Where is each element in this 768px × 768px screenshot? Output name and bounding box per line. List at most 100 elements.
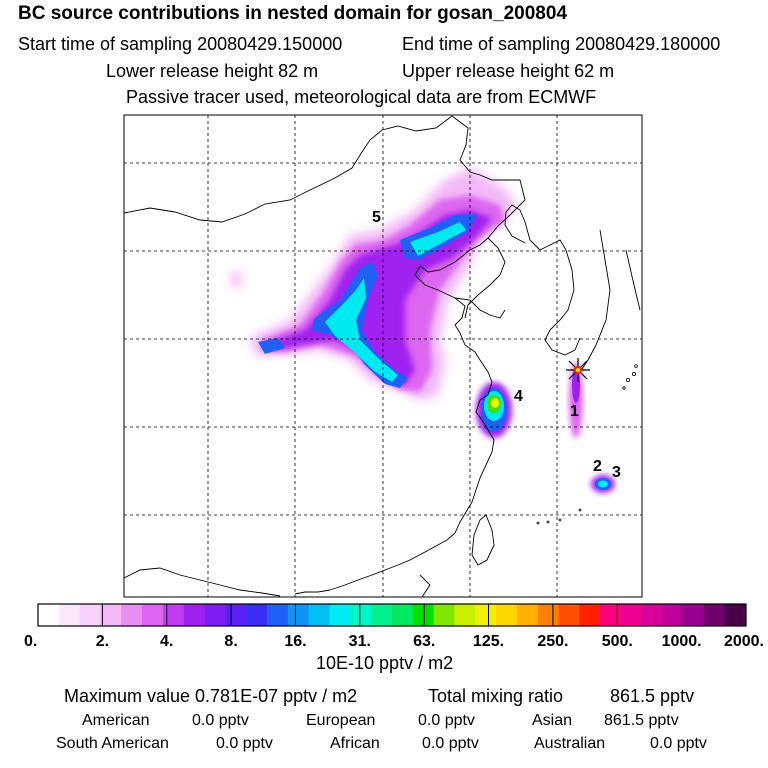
colorbar-tick-label: 1000.: [662, 633, 702, 650]
receptor-marker: [566, 358, 590, 382]
plume-core-north-cyan: [410, 222, 466, 256]
end-time-label: End time of sampling 20080429.180000: [402, 34, 721, 54]
receptor-center: [576, 368, 580, 372]
map-frame: [123, 114, 643, 598]
colorbar-tick-label: 2000.: [724, 633, 764, 650]
coast-japan: [625, 249, 641, 311]
gridlines: [124, 115, 642, 597]
island-dot: [634, 364, 638, 368]
colorbar-swatch: [621, 604, 643, 626]
island-hainan: [419, 574, 431, 597]
colorbar-swatch: [142, 604, 164, 626]
colorbar-swatch: [225, 604, 247, 626]
source-2-hotspot: [591, 475, 615, 493]
region-name: African: [330, 735, 380, 752]
colorbar: [37, 603, 747, 627]
island-dot: [578, 508, 582, 512]
island-taiwan: [471, 514, 495, 566]
colorbar-unit-label: 10E-10 pptv / m2: [316, 653, 454, 673]
colorbar-swatch: [204, 604, 226, 626]
colorbar-swatch: [683, 604, 705, 626]
region-value: 0.0 pptv: [192, 712, 249, 729]
colorbar-swatch: [433, 604, 455, 626]
coast-japan-sea: [579, 229, 611, 373]
source-label-4: 4: [514, 388, 523, 405]
colorbar-swatch: [162, 604, 185, 626]
colorbar-tick-labels: 0. 2. 4. 8. 16. 31. 63. 125. 250. 500. 1000. 2000.: [24, 633, 764, 650]
island-dot: [622, 386, 626, 390]
colorbar-swatch: [287, 604, 310, 626]
colorbar-swatch: [704, 604, 726, 626]
source-labels: 1 2 3 4 5: [372, 209, 621, 481]
region-name: South American: [56, 735, 169, 752]
colorbar-swatch: [537, 604, 559, 626]
colorbar-tick-label: 125.: [473, 633, 504, 650]
region-value: 0.0 pptv: [422, 735, 479, 752]
island-dot: [558, 518, 562, 522]
source-4-yellow: [491, 398, 499, 408]
plume-purple: [268, 210, 492, 385]
total-mixing-label: Total mixing ratio: [428, 686, 564, 706]
colorbar-tick-label: 31.: [349, 633, 371, 650]
islands: [536, 364, 638, 525]
coast-south: [294, 589, 331, 595]
colorbar-swatch: [246, 604, 268, 626]
colorbar-tick-label: 63.: [413, 633, 435, 650]
colorbar-swatch: [308, 604, 330, 626]
region-name: Asian: [532, 712, 573, 729]
colorbar-tick-label: 0.: [24, 633, 37, 650]
colorbar-tick-label: 500.: [602, 633, 633, 650]
colorbar-tick-label: 4.: [160, 633, 173, 650]
source-label-1: 1: [570, 403, 579, 420]
region-value: 0.0 pptv: [650, 735, 707, 752]
colorbar-swatch: [579, 604, 601, 626]
island-dot: [536, 521, 540, 525]
plume-inner: [268, 210, 492, 385]
colorbar-swatch: [454, 604, 476, 626]
colorbar-swatch: [662, 604, 684, 626]
colorbar-swatch: [350, 604, 372, 626]
border-mongolia: [124, 115, 453, 223]
colorbar-tick-label: 250.: [537, 633, 568, 650]
region-value: 0.0 pptv: [216, 735, 273, 752]
coast-korea: [539, 239, 581, 356]
coast-china: [329, 244, 495, 591]
max-value-label: Maximum value 0.781E-07 pptv / m2: [64, 686, 358, 706]
source-label-2: 2: [593, 458, 602, 475]
colorbar-swatch: [371, 604, 393, 626]
plume-core-cyan: [325, 278, 398, 382]
coast-liaodong: [504, 204, 541, 251]
colorbar-swatch: [725, 604, 747, 626]
region-value: 0.0 pptv: [418, 712, 475, 729]
island-dot: [632, 371, 637, 376]
map-area: 1 2 3 4 5: [124, 115, 642, 597]
source-2-cyan: [598, 480, 608, 488]
region-name: American: [82, 712, 150, 729]
colorbar-swatch: [558, 604, 580, 626]
chart-title: BC source contributions in nested domain…: [18, 3, 568, 24]
plume-cores: [258, 214, 478, 388]
colorbar-swatch: [183, 604, 205, 626]
colorbar-swatch: [100, 604, 122, 626]
colorbar-swatch: [267, 604, 289, 626]
colorbar-tick-label: 16.: [284, 633, 306, 650]
border-northeast: [451, 115, 526, 246]
colorbar-swatch: [38, 604, 60, 626]
colorbar-swatch: [392, 604, 414, 626]
colorbar-swatch: [79, 604, 101, 626]
source-label-5: 5: [372, 209, 381, 226]
colorbar-swatch: [516, 604, 539, 626]
plume-core-west: [258, 338, 285, 354]
colorbar-swatch: [412, 604, 435, 626]
total-mixing-value: 861.5 pptv: [610, 686, 695, 706]
colorbar-swatch: [475, 604, 497, 626]
tracer-label: Passive tracer used, meteorological data…: [126, 87, 597, 107]
source-4-hotspot: [476, 382, 512, 438]
lower-release-label: Lower release height 82 m: [106, 61, 319, 81]
colorbar-frame: [37, 603, 747, 627]
colorbar-tick-label: 2.: [96, 633, 109, 650]
source-label-3: 3: [612, 464, 621, 481]
colorbar-tick-label: 8.: [224, 633, 237, 650]
plume-core-blue: [312, 262, 408, 388]
